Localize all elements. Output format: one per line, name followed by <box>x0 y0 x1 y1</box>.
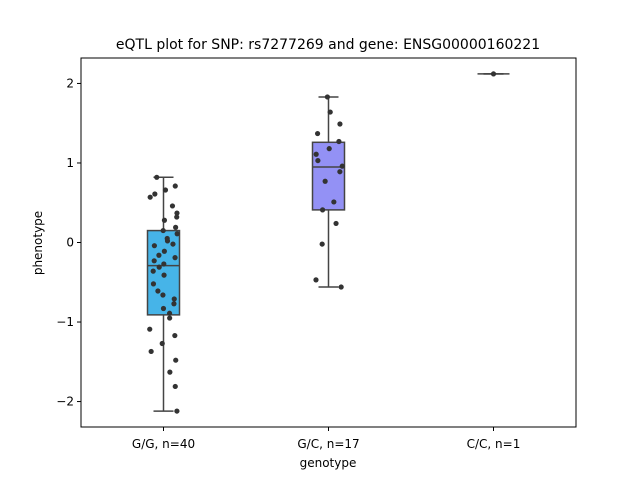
data-point <box>150 268 156 274</box>
box-group-1 <box>311 94 346 290</box>
data-point <box>160 227 166 234</box>
data-point <box>172 383 178 390</box>
data-point <box>172 332 178 339</box>
data-point <box>324 94 331 100</box>
data-point <box>155 288 161 294</box>
data-point <box>315 157 321 164</box>
y-tick-label: −2 <box>56 395 74 409</box>
data-point <box>336 138 342 145</box>
data-point <box>156 252 162 258</box>
data-point <box>172 183 178 189</box>
data-point <box>147 194 153 200</box>
data-point <box>333 220 339 227</box>
data-point <box>167 315 173 321</box>
data-point <box>174 408 180 414</box>
data-point <box>170 241 176 247</box>
data-point <box>319 207 326 213</box>
data-point <box>331 199 337 205</box>
data-point <box>173 357 179 363</box>
data-point <box>160 305 167 312</box>
data-point <box>338 284 344 290</box>
data-point <box>337 169 343 175</box>
axes-layer: −2 −1 0 1 2 G/G, n=40 G/C, n=17 C/C, n=1 <box>56 76 520 451</box>
data-point <box>161 248 167 254</box>
data-point <box>161 272 167 278</box>
data-point <box>172 255 178 261</box>
data-point <box>148 348 154 355</box>
data-point <box>174 214 180 220</box>
data-point <box>160 292 166 298</box>
data-point <box>147 326 153 332</box>
data-point <box>156 264 162 270</box>
y-tick-label: 0 <box>66 236 74 250</box>
data-point <box>174 210 180 216</box>
box-group-2 <box>477 71 510 77</box>
data-point <box>166 310 173 316</box>
data-point <box>152 191 158 197</box>
data-point <box>162 187 169 193</box>
y-axis-label: phenotype <box>31 211 45 275</box>
data-point <box>327 109 333 115</box>
chart-title: eQTL plot for SNP: rs7277269 and gene: E… <box>116 37 540 53</box>
data-point <box>169 203 176 209</box>
y-tick-label: 2 <box>66 76 74 90</box>
data-point <box>337 121 343 127</box>
x-axis-label: genotype <box>300 456 357 470</box>
x-tick-label: G/C, n=17 <box>297 437 359 451</box>
data-point <box>313 277 319 283</box>
data-point <box>174 231 180 237</box>
x-tick-label: G/G, n=40 <box>132 437 195 451</box>
data-point <box>173 224 179 230</box>
data-point <box>150 281 157 287</box>
data-point <box>164 238 171 244</box>
x-tick-label: C/C, n=1 <box>467 437 521 451</box>
data-point <box>319 241 325 247</box>
data-point <box>167 369 173 375</box>
data-point <box>490 71 497 77</box>
data-point <box>313 151 319 157</box>
data-point <box>151 243 157 249</box>
data-point <box>326 146 332 152</box>
data-point <box>322 178 328 184</box>
data-point <box>161 261 167 267</box>
data-point <box>171 301 177 307</box>
data-point <box>151 258 157 264</box>
data-point <box>171 296 177 302</box>
plot-layer <box>146 71 510 414</box>
data-point <box>159 340 165 347</box>
data-point <box>339 163 345 169</box>
y-tick-label: −1 <box>56 315 74 329</box>
data-point <box>154 174 160 180</box>
data-point <box>161 217 168 223</box>
data-point <box>314 130 321 137</box>
y-tick-label: 1 <box>66 156 74 170</box>
box-group-0 <box>146 174 181 414</box>
